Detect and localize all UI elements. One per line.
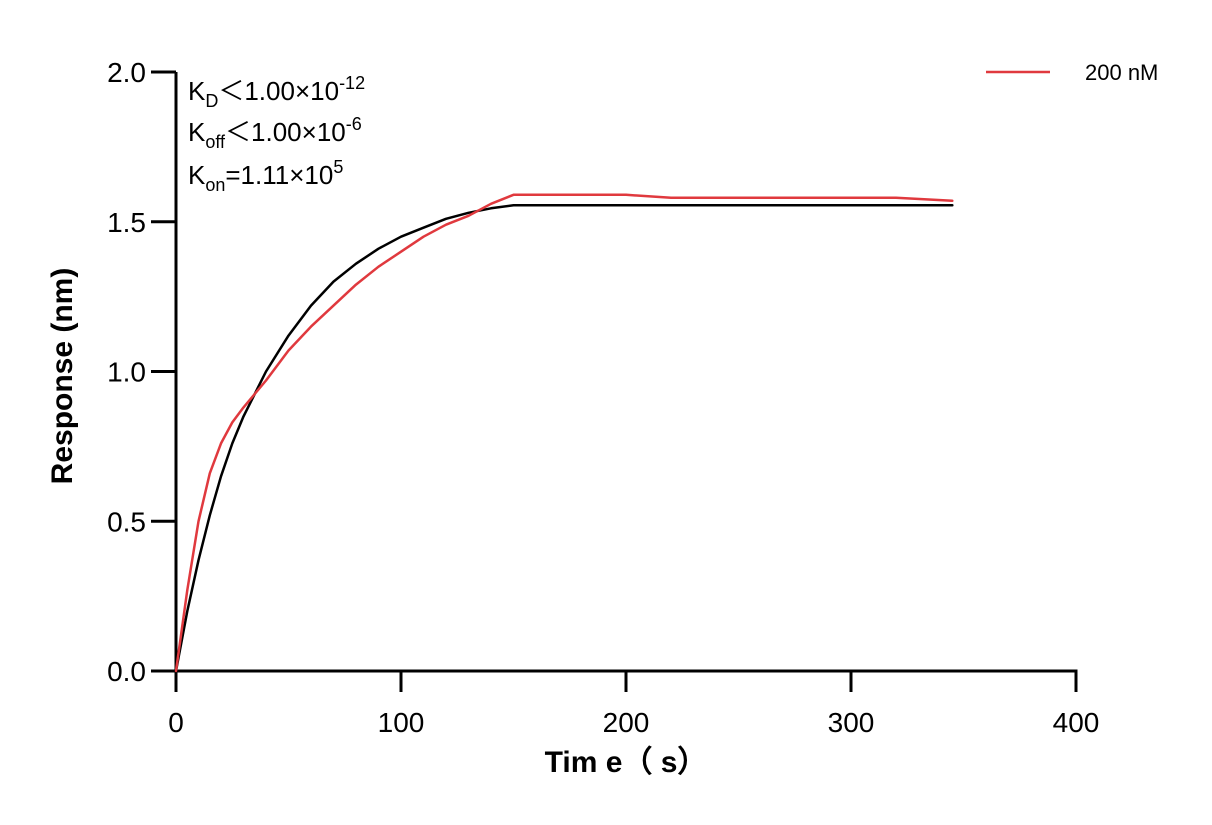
kd-annotation: KD＜1.00×10-12: [188, 73, 365, 111]
series-layer: [174, 193, 954, 673]
y-tick-label: 0.0: [107, 656, 146, 687]
legend-label: 200 nM: [1085, 60, 1158, 85]
y-tick-label: 1.5: [107, 207, 146, 238]
legend: 200 nM: [986, 60, 1158, 85]
x-tick-label: 400: [1053, 707, 1100, 738]
y-axis-title: Response (nm): [46, 268, 79, 485]
x-tick-label: 100: [378, 707, 425, 738]
y-tick-label: 2.0: [107, 57, 146, 88]
kon-annotation: Kon=1.11×105: [188, 157, 343, 195]
x-tick-label: 200: [603, 707, 650, 738]
y-tick-label: 1.0: [107, 357, 146, 388]
axes: 0 100 200 300 400 0.0 0.5 1.0 1.5 2.0: [107, 57, 1099, 738]
x-tick-label: 0: [168, 707, 184, 738]
koff-annotation: Koff＜1.00×10-6: [188, 114, 362, 152]
series-line-measured: [174, 193, 954, 673]
y-tick-label: 0.5: [107, 506, 146, 537]
x-axis-title: Tim e（ s）: [545, 745, 708, 779]
series-line-fit: [174, 204, 954, 673]
x-tick-label: 300: [828, 707, 875, 738]
kinetics-annotation: KD＜1.00×10-12 Koff＜1.00×10-6 Kon=1.11×10…: [188, 73, 365, 195]
